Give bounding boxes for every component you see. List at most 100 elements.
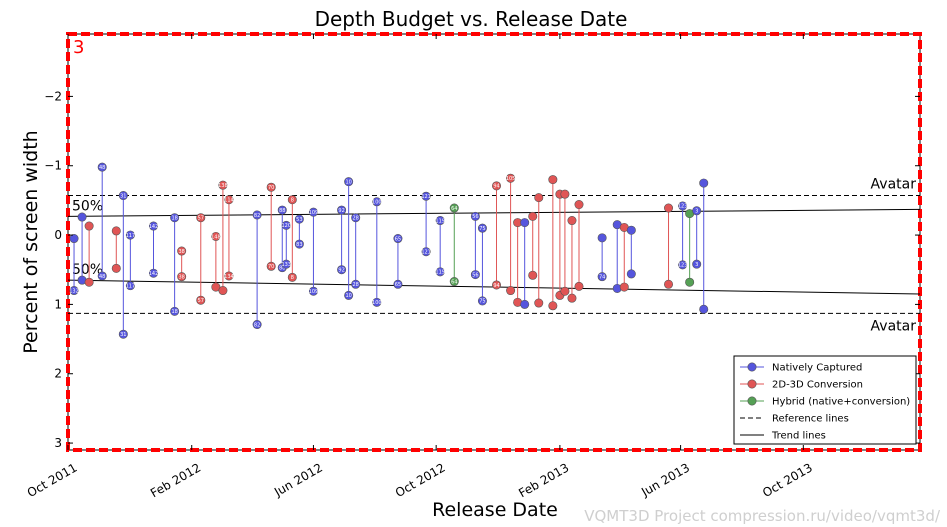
film-point-label: 53 [296, 217, 302, 223]
film-point-top [393, 234, 403, 244]
reference-line-label: Avatar [871, 177, 917, 193]
film-point-label: 142 [149, 224, 159, 230]
film-point-label: 92 [338, 268, 344, 274]
film-point-label: 123 [678, 263, 688, 269]
film-point-top [337, 205, 347, 215]
film-point-bottom [337, 265, 347, 275]
trend-line-label: 50% [72, 198, 103, 214]
film-point-top [308, 207, 318, 217]
film-point-label: 94 [493, 184, 499, 190]
legend-entry-label: 2D-3D Conversion [772, 380, 863, 391]
film-point-label: 82 [254, 322, 260, 328]
y-tick-label: 3 [54, 436, 62, 450]
film-point-bottom [372, 297, 382, 307]
film-point-label: 65 [395, 236, 401, 242]
x-axis-label: Release Date [432, 499, 558, 521]
film-point-top [97, 162, 107, 172]
film-point-label: 3 [695, 262, 698, 268]
film-point-top [287, 195, 297, 205]
y-tick-label: −2 [44, 89, 62, 103]
film-point-bottom [111, 263, 121, 273]
film-point-bottom [196, 295, 206, 305]
film-point-label: 134 [224, 274, 234, 280]
film-point-label: 48 [99, 165, 105, 171]
film-point-bottom [548, 301, 558, 311]
film-point-label: 38 [178, 249, 184, 255]
reference-line-label: Avatar [871, 318, 917, 334]
reference-lines: Avatar Avatar [68, 177, 920, 334]
legend-entry-label: Trend lines [771, 431, 826, 442]
film-stems [73, 167, 705, 335]
film-point-bottom [492, 280, 502, 290]
film-point-label: 119 [435, 218, 445, 224]
film-point-bottom [84, 277, 94, 287]
film-point-bottom [597, 272, 607, 282]
film-point-label: 121 [421, 250, 431, 256]
x-tick-label: Oct 2011 [25, 460, 80, 500]
legend-box [733, 355, 917, 445]
film-point-bottom [149, 268, 159, 278]
film-point-top [372, 197, 382, 207]
x-tick-label: Feb 2012 [148, 460, 203, 500]
x-tick-label: Oct 2012 [393, 460, 448, 500]
film-point-top [69, 234, 79, 244]
film-point-bottom [560, 286, 570, 296]
film-point-top [435, 216, 445, 226]
film-point-bottom [252, 320, 262, 330]
film-point-label: 8 [291, 198, 294, 204]
legend-swatch-marker [747, 379, 757, 389]
film-point-bottom [287, 272, 297, 282]
trend-line [67, 208, 921, 217]
film-point-label: 3 [695, 209, 698, 215]
film-point-label: 82 [254, 213, 260, 219]
film-point-top [177, 246, 187, 256]
film-point-label: 28 [353, 282, 359, 288]
film-point-top [218, 180, 228, 190]
legend: Natively Captured 2D-3D Conversion Hybrid … [733, 355, 917, 445]
film-point-label: 117 [126, 233, 136, 239]
film-point-label: 65 [395, 282, 401, 288]
film-point-label: 56 [472, 214, 478, 220]
film-point-bottom [477, 296, 487, 306]
film-point-label: 70 [268, 185, 274, 191]
film-point-top [149, 221, 159, 231]
legend-swatch-marker [747, 362, 757, 372]
film-point-bottom [534, 298, 544, 308]
film-point-label: 31 [120, 332, 126, 338]
film-point-bottom [470, 270, 480, 280]
film-point-bottom [344, 290, 354, 300]
film-point-bottom [224, 271, 234, 281]
chart-title: Depth Budget vs. Release Date [315, 7, 628, 31]
film-point-label: 18 [171, 309, 177, 315]
film-point-top [477, 223, 487, 233]
film-point-label: 88 [279, 208, 285, 214]
film-point-label: 120 [282, 223, 292, 229]
film-point-label: 31 [120, 193, 126, 199]
film-point-label: 75 [479, 226, 485, 232]
film-point-label: 38 [178, 274, 184, 280]
watermark: VQMT3D Project compression.ru/video/vqmt… [584, 507, 941, 525]
film-point-top [344, 177, 354, 187]
film-point-top [699, 178, 709, 188]
film-point-top [506, 173, 516, 183]
film-point-top [196, 213, 206, 223]
film-point-top [528, 211, 538, 221]
film-point-label: 83 [296, 242, 302, 248]
y-tick-label: 1 [54, 297, 62, 311]
film-point-bottom [118, 329, 128, 339]
film-point-top [421, 191, 431, 201]
film-point-label: 123 [678, 204, 688, 210]
film-point-label: 132 [69, 288, 79, 294]
film-point-label: 64 [451, 279, 457, 285]
film-point-label: 92 [338, 208, 344, 214]
film-point-top [224, 195, 234, 205]
panel-border [66, 32, 922, 452]
panel-number: 3 [73, 37, 84, 58]
film-point-bottom [664, 279, 674, 289]
film-point-bottom [699, 304, 709, 314]
film-point-label: 48 [99, 274, 105, 280]
film-point-top [567, 216, 577, 226]
film-point-top [118, 191, 128, 201]
film-point-bottom [678, 260, 688, 270]
film-point-bottom [266, 261, 276, 271]
